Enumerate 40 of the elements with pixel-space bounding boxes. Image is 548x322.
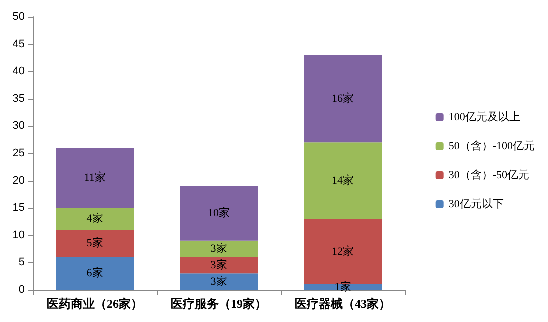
legend-label: 30（含）-50亿元 bbox=[448, 168, 530, 182]
y-tick-label: 25 bbox=[12, 148, 25, 160]
bar bbox=[56, 148, 134, 208]
bar bbox=[56, 257, 134, 290]
y-tick-label: 15 bbox=[12, 202, 25, 214]
legend-label: 100亿元及以上 bbox=[448, 110, 520, 124]
data-label: 16家 bbox=[332, 92, 354, 105]
bar bbox=[180, 186, 258, 241]
data-label: 5家 bbox=[86, 236, 104, 250]
data-label: 11家 bbox=[84, 171, 106, 184]
data-label: 10家 bbox=[208, 206, 230, 220]
y-tick-label: 10 bbox=[12, 229, 25, 242]
y-tick-label: 40 bbox=[12, 66, 25, 78]
bar bbox=[180, 240, 258, 258]
y-tick-label: 20 bbox=[12, 174, 25, 187]
data-label: 3家 bbox=[210, 274, 228, 288]
bar bbox=[180, 257, 258, 274]
y-tick-label: 45 bbox=[12, 38, 25, 50]
legend-label: 30亿元以下 bbox=[448, 198, 504, 210]
data-label: 14家 bbox=[332, 174, 354, 187]
y-tick-label: 0 bbox=[18, 284, 25, 296]
y-tick-label: 35 bbox=[12, 92, 25, 105]
x-tick-label: 医疗器械（43家） bbox=[295, 297, 391, 311]
bar bbox=[180, 274, 258, 290]
bar bbox=[304, 55, 382, 143]
data-label: 12家 bbox=[332, 244, 354, 258]
bar bbox=[304, 142, 382, 220]
x-tick-label: 医药商业（26家） bbox=[47, 297, 143, 311]
y-tick-label: 5 bbox=[18, 256, 25, 269]
x-tick-label: 医疗服务（19家） bbox=[171, 297, 267, 311]
data-label: 3家 bbox=[210, 242, 228, 256]
data-label: 4家 bbox=[86, 212, 104, 226]
data-label: 3家 bbox=[210, 258, 228, 272]
y-tick-label: 50 bbox=[12, 11, 25, 23]
legend-label: 50（含）-100亿元 bbox=[448, 140, 536, 152]
bar bbox=[56, 208, 134, 230]
bar bbox=[56, 230, 134, 258]
data-label: 6家 bbox=[86, 266, 104, 280]
y-tick-label: 30 bbox=[12, 120, 25, 132]
data-label: 1家 bbox=[334, 280, 352, 294]
